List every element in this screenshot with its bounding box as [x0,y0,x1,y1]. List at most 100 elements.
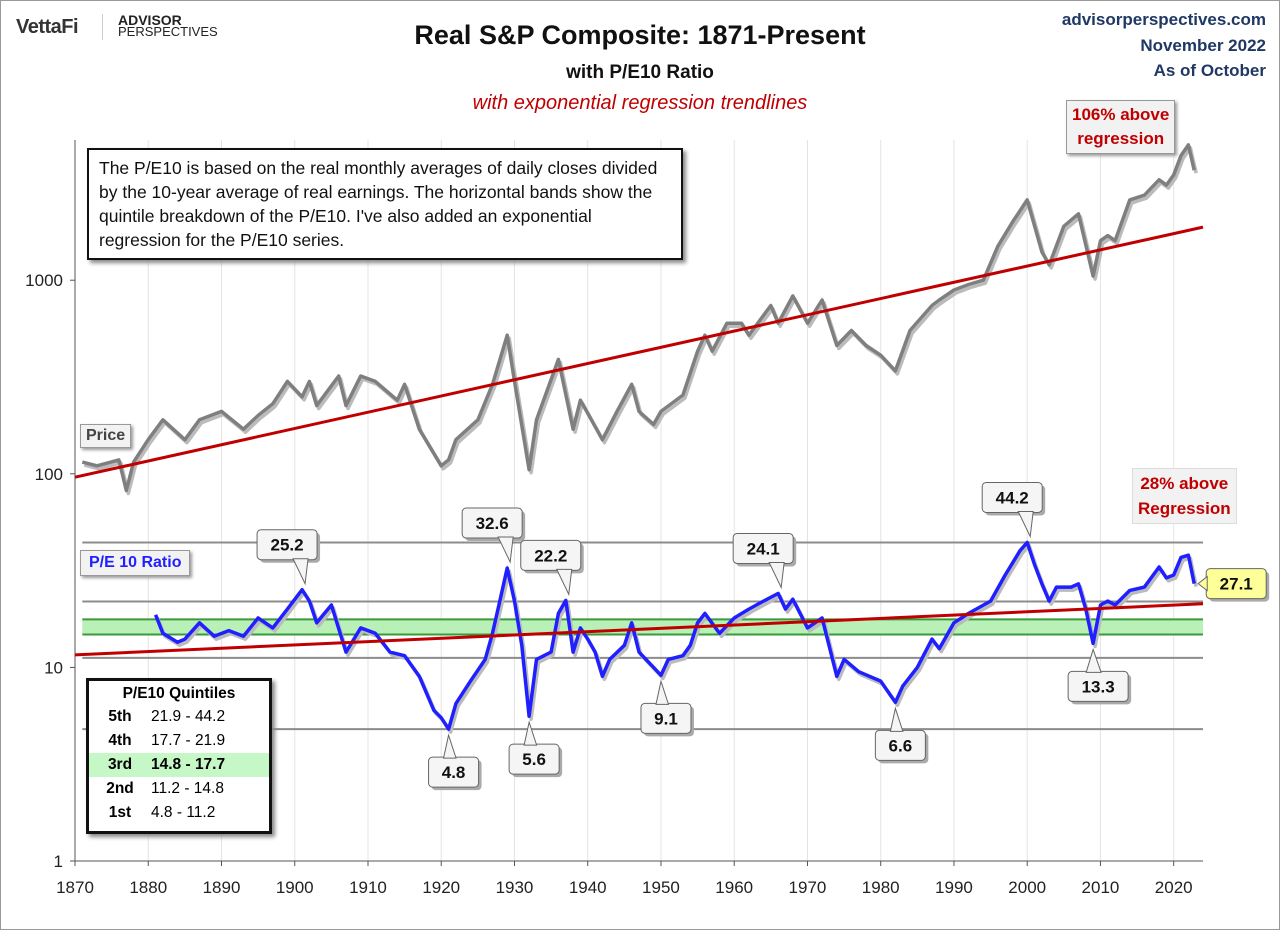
quintile-title: P/E10 Quintiles [122,685,236,702]
logo-divider [102,14,103,40]
quintile-rank: 5th [108,708,132,725]
callout-pointer [1085,647,1102,673]
callout-box [732,532,794,564]
pe10-series-line [153,540,1196,731]
x-tick-label: 2020 [1155,878,1193,897]
quintile-range: 14.8 - 17.7 [151,756,226,773]
callout: 9.1 [640,679,694,737]
x-tick-label: 2000 [1008,878,1046,897]
x-tick-label: 1930 [496,878,534,897]
chart-title: Real S&P Composite: 1871-Present [414,20,866,50]
quintile-range: 4.8 - 11.2 [151,804,216,821]
quintile-rank: 3rd [107,756,133,773]
x-tick-label: 1980 [862,878,900,897]
pe-deviation-line-1: 28% above [1140,474,1229,493]
callout: 5.6 [508,720,563,778]
quintile-rank: 4th [108,732,132,749]
x-tick-label: 1910 [349,878,387,897]
price-series-line [81,143,1196,493]
quintile-range: 21.9 - 44.2 [151,708,226,725]
quintile-row-current: 3rd 14.8 - 17.7 [89,753,269,777]
x-tick-label: 1950 [642,878,680,897]
callout-pointer [497,536,514,564]
callout-value: 13.3 [1082,677,1115,696]
callout-pointer [555,568,573,597]
x-tick-label: 1940 [569,878,607,897]
callout-pointer [889,706,904,732]
callout-box [461,507,523,539]
publish-date: November 2022 [1140,36,1266,55]
callout-value: 5.6 [522,750,546,769]
brand-line-2: PERSPECTIVES [118,24,218,39]
y-tick-label: 1 [54,852,63,871]
callout-value: 32.6 [476,514,509,533]
callout-value: 44.2 [996,488,1029,507]
callout-box [981,481,1043,513]
y-tick-label: 1000 [25,271,63,290]
y-tick-label: 100 [35,465,63,484]
quintile-row: 1st 4.8 - 11.2 [89,801,269,825]
chart-subtitle-regression: with exponential regression trendlines [472,92,808,114]
quintile-rank: 1st [108,804,132,821]
advisor-perspectives-logo: ADVISOR PERSPECTIVES [118,12,218,39]
callout-pointer [655,679,670,705]
callout-pointer [292,558,309,586]
callout-value: 6.6 [889,736,913,755]
quintile-range: 11.2 - 14.8 [151,780,224,797]
as-of-date: As of October [1153,61,1266,80]
price-deviation-line-1: 106% above [1072,105,1170,124]
x-tick-label: 1990 [935,878,973,897]
callout-value: 27.1 [1220,575,1253,594]
x-tick-label: 1960 [715,878,753,897]
price-regression-line [74,225,1204,479]
quintile-table: P/E10 Quintiles 5th 21.9 - 44.2 4th 17.7 -… [86,678,272,834]
callout-pointer [1197,575,1208,592]
price-deviation-label: 106% above regression [1066,100,1176,154]
quintile-rank: 2nd [106,780,134,797]
x-tick-label: 2010 [1082,878,1120,897]
callout: 27.1 [1197,568,1270,602]
callout-value: 9.1 [654,709,678,728]
pe-deviation-label: 28% above Regression [1132,468,1237,524]
callout-value: 22.2 [534,546,567,565]
series-shadow [155,543,1198,734]
callout-pointer [442,733,457,759]
x-tick-label: 1920 [422,878,460,897]
price-series-label: Price [80,424,132,448]
callout: 24.1 [732,532,797,590]
y-tick-label: 10 [44,658,63,677]
site-name: advisorperspectives.com [1061,10,1266,29]
callout: 32.6 [461,507,526,564]
callout-pointer [768,561,785,590]
quintile-row: 4th 17.7 - 21.9 [89,729,269,753]
callout: 6.6 [874,706,929,764]
x-tick-label: 1870 [56,878,94,897]
x-tick-label: 1890 [203,878,241,897]
quintile-range: 17.7 - 21.9 [151,732,226,749]
x-tick-label: 1880 [129,878,167,897]
brand-line-1: ADVISOR [118,12,182,28]
callout-box [520,539,582,571]
quintile-row: 5th 21.9 - 44.2 [89,705,269,729]
callout-box [256,529,318,561]
explanation-note: The P/E10 is based on the real monthly a… [87,148,683,260]
pe10-regression-line [74,602,1204,657]
callout: 25.2 [256,529,321,586]
x-tick-label: 1970 [789,878,827,897]
pe10-series-label: P/E 10 Ratio [80,550,191,576]
callout-pointer [523,720,538,746]
callout-pointer [1017,510,1034,539]
callout: 4.8 [428,733,482,791]
callout: 44.2 [981,481,1046,539]
callout: 22.2 [520,539,584,597]
x-tick-label: 1900 [276,878,314,897]
chart-subtitle: with P/E10 Ratio [566,62,714,83]
pe-deviation-line-2: Regression [1138,499,1231,518]
quintile-row: 2nd 11.2 - 14.8 [89,777,269,801]
callout: 13.3 [1067,647,1132,705]
vettafi-logo: VettaFi [16,16,79,38]
price-deviation-line-2: regression [1077,129,1165,148]
callout-value: 4.8 [442,763,466,782]
callout-value: 24.1 [747,539,780,558]
